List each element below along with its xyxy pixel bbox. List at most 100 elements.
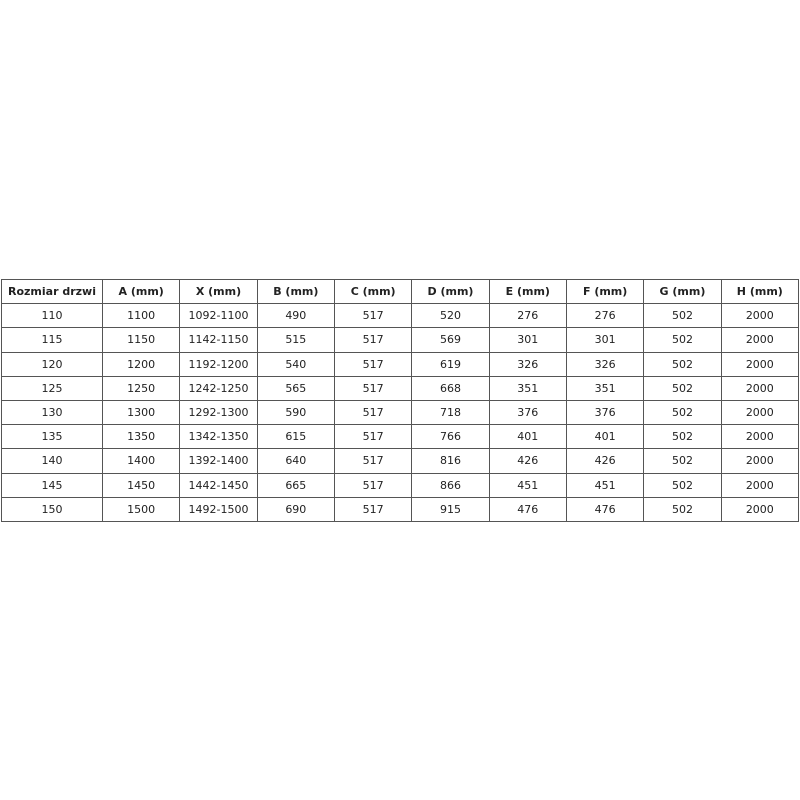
table-cell: 426: [488, 448, 567, 474]
table-cell: 150: [1, 496, 103, 522]
column-header: B (mm): [256, 278, 335, 305]
dimensions-table: Rozmiar drzwi A (mm) X (mm) B (mm) C (mm) D (…: [1, 278, 800, 522]
table-cell: 2000: [720, 399, 800, 426]
column-header: C (mm): [333, 278, 413, 305]
table-cell: 115: [1, 327, 103, 353]
table-cell: 376: [488, 399, 567, 426]
table-cell: 502: [643, 424, 722, 450]
table-cell: 1192-1200: [179, 351, 258, 377]
table-cell: 301: [488, 327, 567, 353]
table-row: 140 1400 1392-1400 640 517 816 426 426 502 2000: [1, 448, 800, 474]
table-cell: 766: [411, 424, 490, 450]
table-cell: 502: [643, 399, 722, 426]
column-header: H (mm): [720, 278, 800, 305]
table-cell: 517: [333, 448, 413, 474]
table-cell: 1442-1450: [179, 472, 258, 498]
table-cell: 120: [1, 351, 103, 377]
table-cell: 1300: [101, 399, 181, 426]
table-cell: 668: [411, 375, 490, 401]
table-cell: 1492-1500: [179, 496, 258, 522]
table-cell: 502: [643, 448, 722, 474]
table-cell: 1500: [101, 496, 181, 522]
table-cell: 1200: [101, 351, 181, 377]
table-cell: 2000: [720, 424, 800, 450]
table-cell: 502: [643, 303, 722, 329]
table-cell: 1292-1300: [179, 399, 258, 426]
table-cell: 640: [256, 448, 335, 474]
column-header: F (mm): [565, 278, 645, 305]
table-cell: 615: [256, 424, 335, 450]
table-cell: 376: [565, 399, 645, 426]
table-cell: 1350: [101, 424, 181, 450]
column-header: E (mm): [488, 278, 567, 305]
table-cell: 110: [1, 303, 103, 329]
table-cell: 1250: [101, 375, 181, 401]
table-cell: 451: [488, 472, 567, 498]
table-cell: 326: [488, 351, 567, 377]
table-cell: 276: [488, 303, 567, 329]
header-row: Rozmiar drzwi A (mm) X (mm) B (mm) C (mm) D (…: [1, 278, 800, 305]
table-cell: 125: [1, 375, 103, 401]
table-cell: 1342-1350: [179, 424, 258, 450]
table-cell: 301: [565, 327, 645, 353]
table-cell: 2000: [720, 351, 800, 377]
table-cell: 1392-1400: [179, 448, 258, 474]
table-row: 150 1500 1492-1500 690 517 915 476 476 502 2000: [1, 496, 800, 522]
table-cell: 401: [488, 424, 567, 450]
table-cell: 476: [565, 496, 645, 522]
table-cell: 590: [256, 399, 335, 426]
table-cell: 866: [411, 472, 490, 498]
table-cell: 502: [643, 327, 722, 353]
table-cell: 665: [256, 472, 335, 498]
table-cell: 401: [565, 424, 645, 450]
table-cell: 130: [1, 399, 103, 426]
table-row: 115 1150 1142-1150 515 517 569 301 301 502 2000: [1, 327, 800, 353]
table-row: 130 1300 1292-1300 590 517 718 376 376 502 2000: [1, 399, 800, 426]
table-row: 120 1200 1192-1200 540 517 619 326 326 502 2000: [1, 351, 800, 377]
column-header: G (mm): [643, 278, 722, 305]
table-cell: 502: [643, 472, 722, 498]
table-cell: 451: [565, 472, 645, 498]
table-cell: 565: [256, 375, 335, 401]
table-cell: 490: [256, 303, 335, 329]
table-cell: 2000: [720, 448, 800, 474]
column-header: A (mm): [101, 278, 181, 305]
table-cell: 426: [565, 448, 645, 474]
column-header: X (mm): [179, 278, 258, 305]
table-cell: 2000: [720, 327, 800, 353]
table-row: 135 1350 1342-1350 615 517 766 401 401 502 2000: [1, 424, 800, 450]
table-cell: 517: [333, 496, 413, 522]
table-cell: 690: [256, 496, 335, 522]
table-cell: 502: [643, 496, 722, 522]
table-cell: 517: [333, 375, 413, 401]
table-cell: 2000: [720, 496, 800, 522]
table-cell: 915: [411, 496, 490, 522]
table-cell: 1242-1250: [179, 375, 258, 401]
column-header: Rozmiar drzwi: [1, 278, 103, 305]
table-cell: 351: [488, 375, 567, 401]
table-cell: 2000: [720, 472, 800, 498]
table-cell: 520: [411, 303, 490, 329]
table-cell: 517: [333, 351, 413, 377]
table-cell: 1142-1150: [179, 327, 258, 353]
table-row: 125 1250 1242-1250 565 517 668 351 351 502 2000: [1, 375, 800, 401]
table-row: 145 1450 1442-1450 665 517 866 451 451 502 2000: [1, 472, 800, 498]
table-cell: 517: [333, 327, 413, 353]
table-cell: 569: [411, 327, 490, 353]
table-cell: 517: [333, 424, 413, 450]
table-row: 110 1100 1092-1100 490 517 520 276 276 502 2000: [1, 303, 800, 329]
table-cell: 718: [411, 399, 490, 426]
table-cell: 140: [1, 448, 103, 474]
table-cell: 2000: [720, 303, 800, 329]
table-cell: 619: [411, 351, 490, 377]
table-cell: 502: [643, 351, 722, 377]
table-cell: 476: [488, 496, 567, 522]
table-cell: 1150: [101, 327, 181, 353]
table-cell: 1100: [101, 303, 181, 329]
table-cell: 517: [333, 472, 413, 498]
table-cell: 276: [565, 303, 645, 329]
column-header: D (mm): [411, 278, 490, 305]
table-cell: 502: [643, 375, 722, 401]
table-cell: 517: [333, 303, 413, 329]
table-cell: 145: [1, 472, 103, 498]
